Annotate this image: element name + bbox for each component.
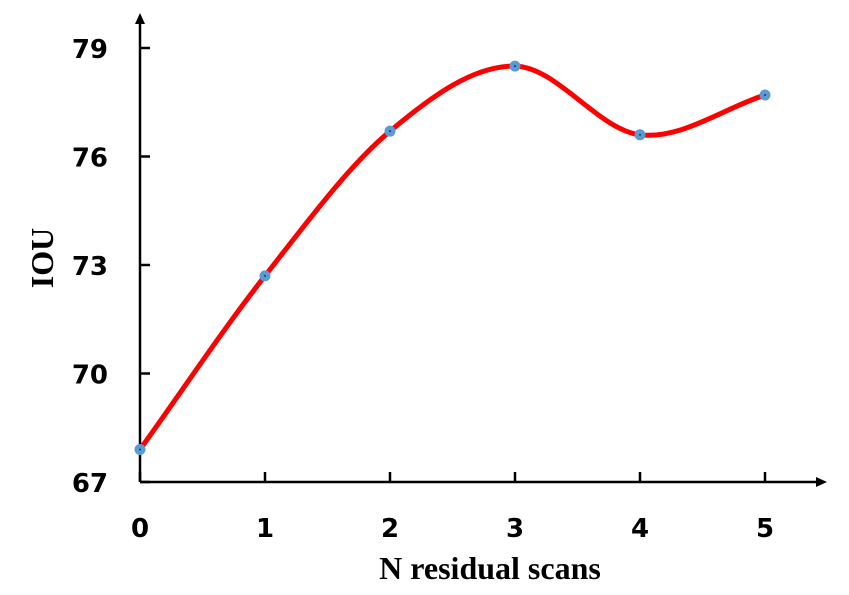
y-tick-label: 79 bbox=[72, 35, 108, 65]
data-point-center bbox=[764, 94, 766, 97]
x-tick-label: 1 bbox=[256, 514, 274, 544]
data-point-center bbox=[389, 130, 391, 133]
x-tick-label: 3 bbox=[506, 514, 524, 544]
data-points bbox=[134, 60, 771, 455]
data-point-center bbox=[514, 65, 516, 68]
x-tick-label: 5 bbox=[756, 514, 774, 544]
y-tick-label: 73 bbox=[72, 252, 108, 282]
x-axis bbox=[140, 477, 827, 487]
x-ticks: 0 1 2 3 4 5 bbox=[131, 472, 774, 544]
x-tick-label: 0 bbox=[131, 514, 149, 544]
y-axis-arrow bbox=[135, 13, 145, 24]
x-tick-label: 4 bbox=[631, 514, 649, 544]
y-axis-title: IOU bbox=[24, 228, 60, 288]
data-point-center bbox=[264, 274, 266, 277]
x-axis-title: N residual scans bbox=[379, 550, 601, 586]
y-axis bbox=[135, 13, 145, 482]
x-axis-arrow bbox=[816, 477, 827, 487]
y-tick-label: 70 bbox=[72, 361, 108, 391]
data-point-center bbox=[139, 448, 141, 451]
y-tick-label: 67 bbox=[72, 469, 108, 499]
series-line bbox=[137, 63, 768, 452]
x-tick-label: 2 bbox=[381, 514, 399, 544]
data-point-center bbox=[639, 133, 641, 136]
y-ticks: 67 70 73 76 79 bbox=[72, 35, 150, 499]
y-tick-label: 76 bbox=[72, 144, 108, 174]
